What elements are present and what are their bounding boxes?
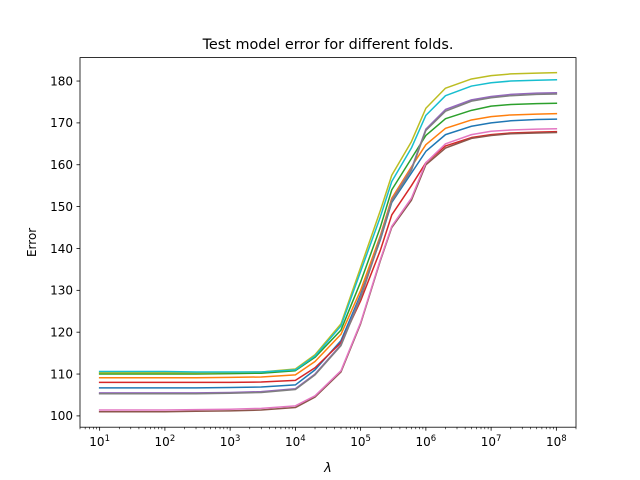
x-tick-label-exponent: 6	[431, 434, 436, 444]
x-tick-label: 105	[350, 434, 371, 449]
y-tick-label: 140	[50, 242, 73, 256]
x-tick-label: 108	[546, 434, 567, 449]
x-tick-label-base: 10	[350, 435, 365, 449]
y-tick-label: 130	[50, 284, 73, 298]
x-tick-label-base: 10	[155, 435, 170, 449]
x-tick-label-exponent: 1	[105, 434, 110, 444]
chart-title: Test model error for different folds.	[202, 37, 454, 53]
series-line-8	[98, 93, 558, 395]
series-line-3	[98, 102, 558, 375]
ticks-layer: 101 102 103 104 105 106 107 1081001101201301401…	[50, 74, 577, 449]
y-tick-label: 150	[50, 200, 73, 214]
x-tick-label-base: 10	[285, 435, 300, 449]
series-layer	[98, 71, 558, 413]
x-tick-label-exponent: 5	[366, 434, 371, 444]
x-tick-label-base: 10	[546, 435, 561, 449]
x-tick-label: 103	[220, 434, 241, 449]
series-line-10	[98, 79, 558, 373]
x-tick-label-base: 10	[89, 435, 104, 449]
x-tick-label-base: 10	[220, 435, 235, 449]
x-tick-label-exponent: 3	[235, 434, 240, 444]
y-tick-label: 160	[50, 158, 73, 172]
x-tick-label: 106	[416, 434, 437, 449]
y-tick-label: 170	[50, 116, 73, 130]
series-line-2	[98, 112, 558, 379]
x-tick-label-exponent: 2	[170, 434, 175, 444]
x-axis-label: λ	[323, 461, 332, 476]
x-tick-label-exponent: 8	[561, 434, 566, 444]
y-axis-label: Error	[25, 228, 39, 257]
y-tick-label: 180	[50, 74, 73, 88]
series-line-7	[98, 127, 558, 411]
y-tick-label: 120	[50, 325, 73, 339]
x-tick-label: 104	[285, 434, 306, 449]
series-line-9	[98, 71, 558, 374]
y-tick-label: 110	[50, 367, 73, 381]
plot-frame	[79, 57, 577, 428]
x-tick-label: 102	[155, 434, 176, 449]
x-tick-label-exponent: 4	[300, 434, 305, 444]
x-tick-label: 107	[481, 434, 502, 449]
y-tick-label: 100	[50, 409, 73, 423]
series-line-4	[98, 130, 558, 384]
x-tick-label-exponent: 7	[496, 434, 501, 444]
x-tick-label-base: 10	[481, 435, 496, 449]
x-tick-label: 101	[89, 434, 110, 449]
x-tick-label-base: 10	[416, 435, 431, 449]
